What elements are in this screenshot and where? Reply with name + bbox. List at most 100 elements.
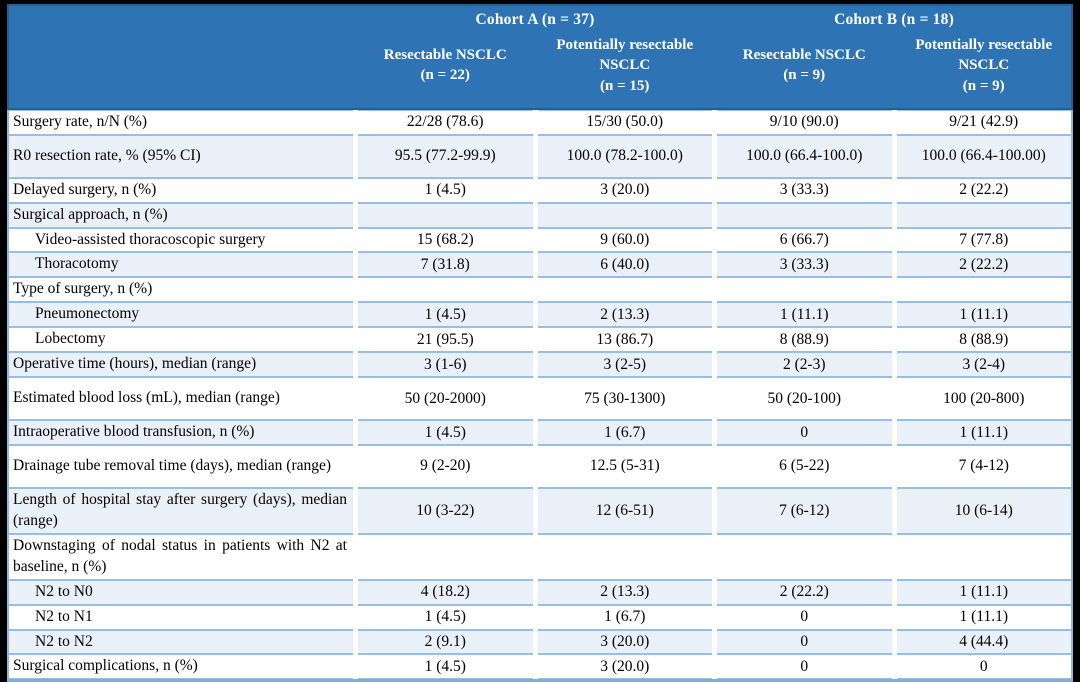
cohort-b-header: Cohort B (n = 18) xyxy=(834,11,954,28)
row-value xyxy=(717,533,892,580)
row-label: Delayed surgery, n (%) xyxy=(9,177,353,203)
row-value: 0 xyxy=(717,629,892,655)
row-value xyxy=(358,277,533,303)
row-label: Surgical approach, n (%) xyxy=(9,202,353,228)
row-value: 6 (66.7) xyxy=(717,227,892,253)
row-label: Thoracotomy xyxy=(9,252,353,278)
column-header-resectable-b: Resectable NSCLC (n = 9) xyxy=(717,45,892,86)
row-label: Surgical complications, n (%) xyxy=(9,654,353,680)
row-value: 3 (20.0) xyxy=(537,177,712,203)
table-row: Thoracotomy 7 (31.8) 6 (40.0) 3 (33.3) 2 (22… xyxy=(9,252,1071,278)
row-label: Drainage tube removal time (days), media… xyxy=(9,444,353,488)
row-value: 100 (20-800) xyxy=(896,377,1071,421)
row-value: 0 xyxy=(717,654,892,680)
column-header-row: Resectable NSCLC (n = 22) Potentially re… xyxy=(9,29,1071,108)
row-label: Intraoperative blood transfusion, n (%) xyxy=(9,420,353,445)
table-row: Length of hospital stay after surgery (d… xyxy=(9,487,1071,534)
cohort-a-header: Cohort A (n = 37) xyxy=(475,11,595,28)
table-body: Surgery rate, n/N (%) 22/28 (78.6) 15/30 (… xyxy=(7,109,1073,682)
row-value: 7 (77.8) xyxy=(896,227,1071,253)
row-value: 3 (33.3) xyxy=(717,177,892,203)
row-value: 1 (4.5) xyxy=(358,604,533,630)
row-value: 8 (88.9) xyxy=(717,327,892,353)
row-label: Surgery rate, n/N (%) xyxy=(9,109,353,135)
row-value: 2 (2-3) xyxy=(717,352,892,378)
row-value: 2 (22.2) xyxy=(896,177,1071,203)
row-value: 2 (22.2) xyxy=(717,579,892,605)
row-value: 50 (20-100) xyxy=(717,377,892,421)
row-value xyxy=(537,533,712,580)
cohort-header-row: Cohort A (n = 37) Cohort B (n = 18) xyxy=(9,6,1071,29)
row-value: 3 (2-5) xyxy=(537,352,712,378)
row-label: N2 to N1 xyxy=(9,604,353,630)
table-row: N2 to N1 1 (4.5) 1 (6.7) 0 1 (11.1) xyxy=(9,604,1071,630)
table-row: N2 to N2 2 (9.1) 3 (20.0) 0 4 (44.4) xyxy=(9,629,1071,655)
row-value xyxy=(537,202,712,228)
row-value: 15 (68.2) xyxy=(358,227,533,253)
table-row: Downstaging of nodal status in patients … xyxy=(9,533,1071,580)
column-header-potentially-resectable-b: Potentially resectable NSCLC (n = 9) xyxy=(897,35,1072,96)
row-value: 1 (4.5) xyxy=(358,302,533,328)
column-header-resectable-a: Resectable NSCLC (n = 22) xyxy=(358,45,533,86)
table-row: Intraoperative blood transfusion, n (%) 1… xyxy=(9,420,1071,445)
table-row: Lobectomy 21 (95.5) 13 (86.7) 8 (88.9) 8 (88… xyxy=(9,327,1071,353)
table-row: Delayed surgery, n (%) 1 (4.5) 3 (20.0) 3 (… xyxy=(9,177,1071,203)
row-value: 7 (31.8) xyxy=(358,252,533,278)
row-value: 22/28 (78.6) xyxy=(358,109,533,135)
table-row: Type of surgery, n (%) xyxy=(9,277,1071,303)
table-row: Operative time (hours), median (range) 3 … xyxy=(9,352,1071,378)
row-value: 7 (4-12) xyxy=(896,444,1071,488)
row-value: 1 (4.5) xyxy=(358,420,533,445)
row-value: 0 xyxy=(896,654,1071,680)
row-value: 3 (2-4) xyxy=(896,352,1071,378)
row-value: 10 (6-14) xyxy=(896,487,1071,534)
row-value: 2 (13.3) xyxy=(537,302,712,328)
row-value xyxy=(358,202,533,228)
row-value: 2 (13.3) xyxy=(537,579,712,605)
row-value: 1 (4.5) xyxy=(358,177,533,203)
row-value: 3 (20.0) xyxy=(537,654,712,680)
row-value: 1 (6.7) xyxy=(537,420,712,445)
row-label: Operative time (hours), median (range) xyxy=(9,352,353,378)
row-value xyxy=(717,277,892,303)
column-n: (n = 9) xyxy=(783,67,826,84)
row-value: 3 (20.0) xyxy=(537,629,712,655)
row-value: 1 (6.7) xyxy=(537,604,712,630)
column-n: (n = 15) xyxy=(600,77,650,94)
row-label: Type of surgery, n (%) xyxy=(9,277,353,303)
column-n: (n = 22) xyxy=(420,67,470,84)
table-row: Surgical complications, n (%) 1 (4.5) 3 (2… xyxy=(9,654,1071,680)
row-value: 13 (86.7) xyxy=(537,327,712,353)
row-value: 2 (9.1) xyxy=(358,629,533,655)
row-value: 1 (11.1) xyxy=(896,604,1071,630)
row-label: N2 to N2 xyxy=(9,629,353,655)
row-value: 6 (5-22) xyxy=(717,444,892,488)
row-value: 100.0 (66.4-100.00) xyxy=(896,134,1071,178)
row-label: Estimated blood loss (mL), median (range… xyxy=(9,377,353,421)
column-n: (n = 9) xyxy=(962,77,1005,94)
row-value: 0 xyxy=(717,604,892,630)
table-container: Cohort A (n = 37) Cohort B (n = 18) Rese… xyxy=(7,4,1073,682)
row-value: 9/21 (42.9) xyxy=(896,109,1071,135)
row-label: R0 resection rate, % (95% CI) xyxy=(9,134,353,178)
table-row: Surgical approach, n (%) xyxy=(9,202,1071,228)
row-value: 21 (95.5) xyxy=(358,327,533,353)
row-value: 1 (11.1) xyxy=(717,302,892,328)
row-value: 95.5 (77.2-99.9) xyxy=(358,134,533,178)
table-row: Pneumonectomy 1 (4.5) 2 (13.3) 1 (11.1) 1 (1… xyxy=(9,302,1071,328)
row-value: 1 (11.1) xyxy=(896,420,1071,445)
row-label: Lobectomy xyxy=(9,327,353,353)
row-value: 1 (11.1) xyxy=(896,302,1071,328)
row-value: 1 (4.5) xyxy=(358,654,533,680)
table-row: Video-assisted thoracoscopic surgery 15 (… xyxy=(9,227,1071,253)
column-header-potentially-resectable-a: Potentially resectable NSCLC (n = 15) xyxy=(538,35,713,96)
row-label: Pneumonectomy xyxy=(9,302,353,328)
column-name: Potentially resectable NSCLC xyxy=(915,37,1053,74)
row-value: 0 xyxy=(717,420,892,445)
row-value: 10 (3-22) xyxy=(358,487,533,534)
row-value: 12.5 (5-31) xyxy=(537,444,712,488)
row-value: 8 (88.9) xyxy=(896,327,1071,353)
row-value: 50 (20-2000) xyxy=(358,377,533,421)
row-value: 3 (33.3) xyxy=(717,252,892,278)
row-value: 75 (30-1300) xyxy=(537,377,712,421)
